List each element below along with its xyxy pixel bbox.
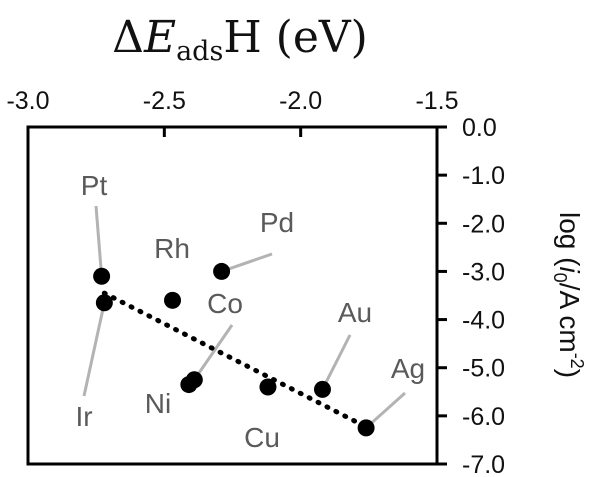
leader-lines [82, 205, 407, 430]
point-label-ni: Ni [145, 388, 171, 419]
point-label-rh: Rh [154, 233, 190, 264]
x-tick-label: -2.5 [143, 87, 186, 115]
data-point-pt [93, 267, 111, 285]
y-axis-title: log (i0/A cm-2) [550, 212, 587, 378]
point-label-ag: Ag [391, 353, 425, 384]
data-point-ag [357, 419, 375, 437]
point-labels: Pt Ir Rh Pd Co Ni Cu Au Ag [75, 170, 425, 453]
y-tick-label: -3.0 [462, 258, 505, 286]
y-axis-ticks: 0.0 -1.0 -2.0 -3.0 -4.0 -5.0 -6.0 -7.0 [437, 114, 505, 477]
point-label-ir: Ir [75, 401, 92, 432]
data-point-pd [213, 262, 231, 280]
data-point-cu [259, 378, 277, 396]
y-tick-label: -6.0 [462, 403, 505, 431]
x-axis-title: ΔEadsH (eV) [112, 12, 368, 67]
trend-line [101, 290, 366, 428]
leader-line-ir [82, 302, 106, 397]
leader-line-pd [221, 252, 273, 273]
leader-line-co [193, 324, 234, 381]
x-tick-label: -3.0 [6, 87, 49, 115]
y-tick-label: -4.0 [462, 307, 505, 335]
y-tick-label: -5.0 [462, 355, 505, 383]
x-tick-label: -1.5 [415, 87, 458, 115]
x-tick-label: -2.0 [279, 87, 322, 115]
y-tick-label: 0.0 [462, 114, 497, 142]
data-point-ni [180, 376, 198, 394]
data-point-rh [164, 291, 182, 309]
point-label-pt: Pt [81, 170, 108, 201]
point-label-co: Co [207, 288, 243, 319]
data-point-ir [95, 294, 113, 312]
leader-line-ag [365, 391, 407, 430]
point-label-pd: Pd [260, 207, 294, 238]
leader-line-pt [94, 205, 104, 277]
leader-line-au [321, 334, 352, 391]
y-tick-label: -1.0 [462, 162, 505, 190]
x-axis-ticks: -3.0 -2.5 -2.0 -1.5 [6, 87, 459, 137]
data-points [93, 262, 375, 437]
point-label-cu: Cu [244, 422, 280, 453]
point-label-au: Au [338, 297, 372, 328]
y-tick-label: -7.0 [462, 451, 505, 477]
y-tick-label: -2.0 [462, 210, 505, 238]
data-point-au [313, 380, 331, 398]
